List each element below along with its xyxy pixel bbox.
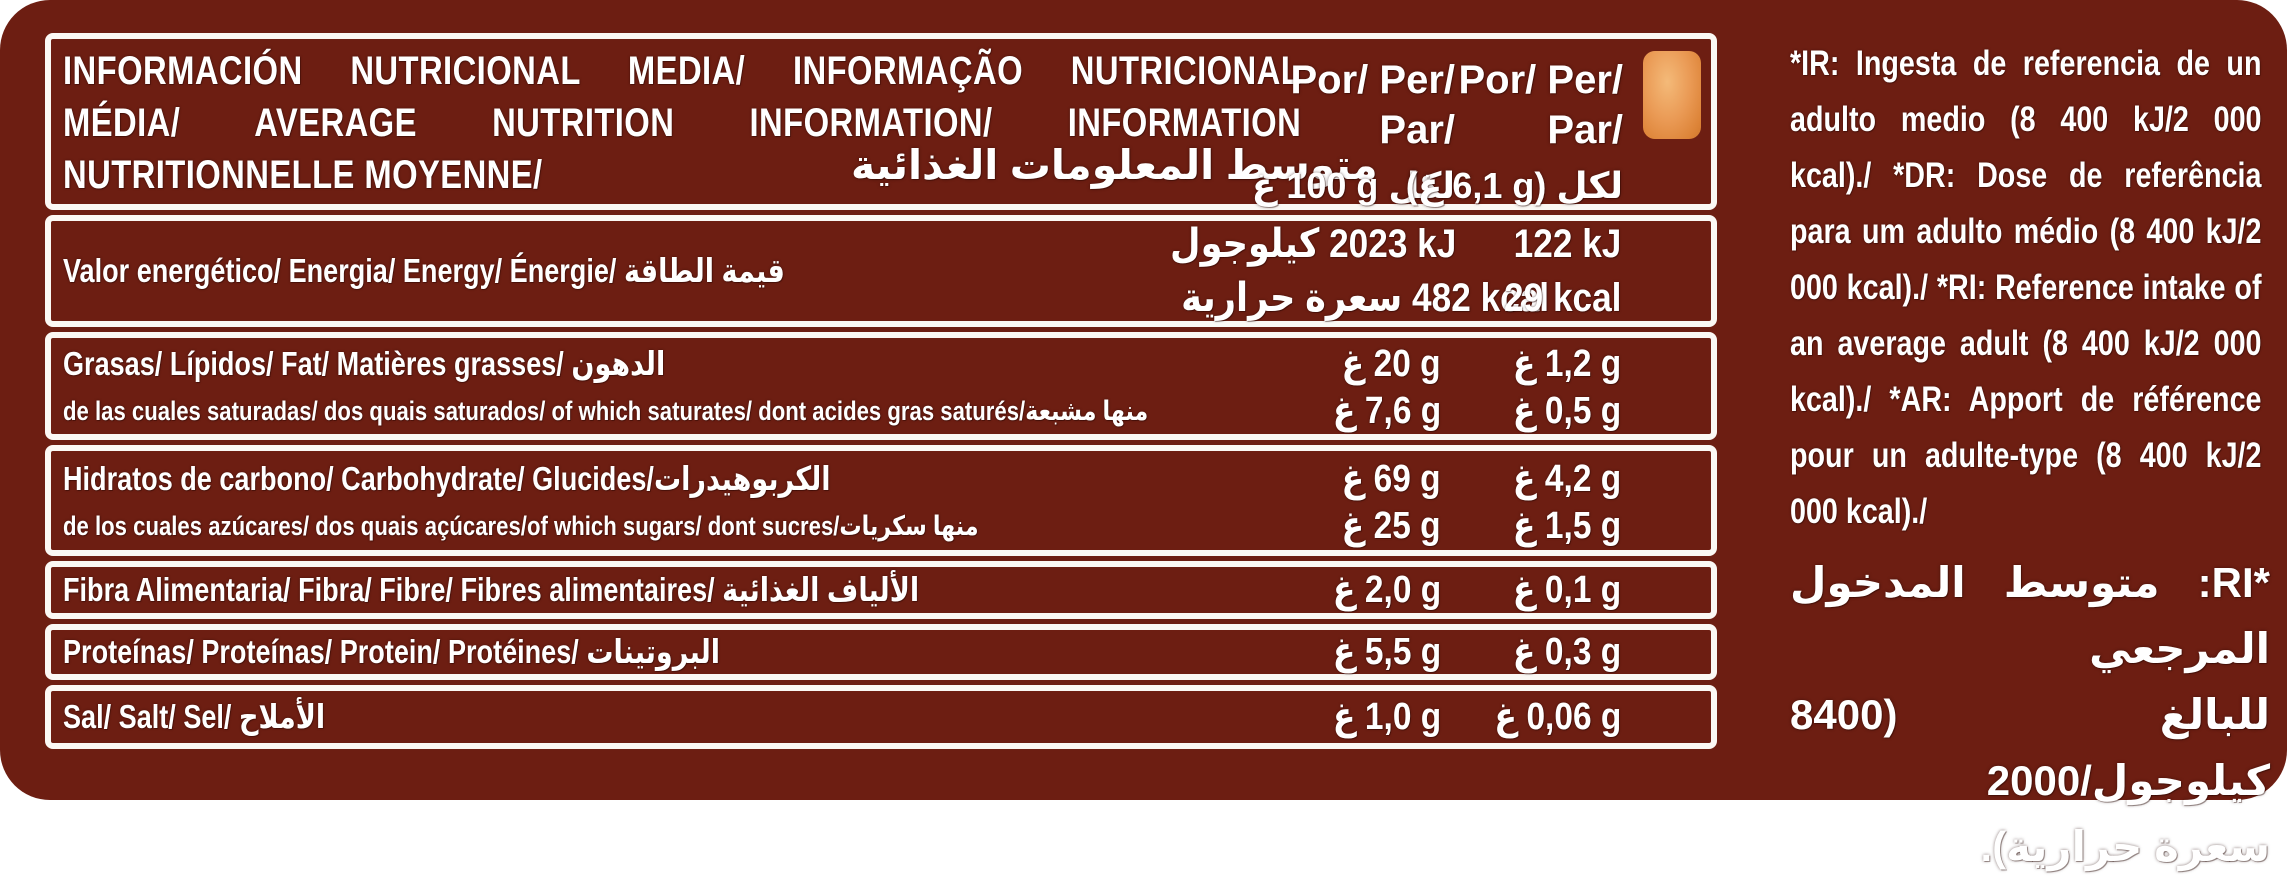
column-header-per-100g: Por/ Per/ Par/ لكل 100 g غ <box>1252 55 1455 211</box>
fat-label-cell: Grasas/ Lípidos/ Fat/ Matières grasses/ … <box>51 339 1148 433</box>
carbohydrate-per100-value: 69 g غ <box>1341 457 1441 500</box>
fibre-per100-cell: 2,0 g غ <box>1131 565 1441 615</box>
table-row-energy: Valor energético/ Energia/ Energy/ Énerg… <box>45 215 1717 327</box>
per100-arabic-prefix: لكل <box>1388 165 1455 206</box>
protein-per100-cell: 5,5 g غ <box>1131 627 1441 677</box>
per100-header-arabic: لكل 100 g غ <box>1252 161 1455 211</box>
table-row-salt: Sal/ Salt/ Sel/ الأملاح 1,0 g غ 0,06 g غ <box>45 685 1717 749</box>
saturates-per100-value: 7,6 g غ <box>1332 390 1441 432</box>
table-title: INFORMACIÓN NUTRICIONAL MEDIA/ INFORMAÇÃ… <box>63 45 1301 201</box>
portion-header-arabic: لكل (6,1 g غ) <box>1406 161 1623 211</box>
portion-amount: 6,1 g <box>1452 165 1535 206</box>
reference-intake-arabic-line1: *RI: متوسط المدخول المرجعي <box>1790 559 2270 672</box>
protein-portion-cell: 0,3 g غ <box>1441 627 1621 677</box>
carbohydrate-label-cell: Hidratos de carbono/ Carbohydrate/ Gluci… <box>51 454 1131 548</box>
energy-per100-kj: 2023 kJ كيلوجول <box>1170 222 1457 266</box>
sugars-portion-value: 1,5 g غ <box>1512 504 1621 547</box>
fat-per100-value: 20 g غ <box>1341 343 1441 385</box>
fibre-portion-value: 0,1 g غ <box>1512 569 1621 611</box>
carbohydrate-label: Hidratos de carbono/ Carbohydrate/ Gluci… <box>63 459 831 497</box>
saturates-portion-value: 0,5 g غ <box>1512 390 1621 432</box>
salt-label-cell: Sal/ Salt/ Sel/ الأملاح <box>51 692 1131 742</box>
carbohydrate-per100-cell: 69 g غ 25 g غ <box>1131 454 1441 548</box>
portion-header-line2: Par/ <box>1547 108 1623 152</box>
table-title-line2: MÉDIA/ AVERAGE NUTRITION INFORMATION/ IN… <box>63 101 1302 145</box>
fibre-per100-value: 2,0 g غ <box>1332 569 1441 611</box>
energy-label: Valor energético/ Energia/ Energy/ Énerg… <box>63 252 785 289</box>
protein-label: Proteínas/ Proteínas/ Protein/ Protéines… <box>63 633 721 670</box>
reference-intake-arabic: *RI: متوسط المدخول المرجعي للبالغ (8400 … <box>1790 550 2270 880</box>
carbohydrate-portion-cell: 4,2 g غ 1,5 g غ <box>1441 454 1621 548</box>
fibre-portion-cell: 0,1 g غ <box>1441 565 1621 615</box>
fat-label: Grasas/ Lípidos/ Fat/ Matières grasses/ … <box>63 345 666 382</box>
fibre-label: Fibra Alimentaria/ Fibra/ Fibre/ Fibres … <box>63 571 920 608</box>
nutrition-table: INFORMACIÓN NUTRICIONAL MEDIA/ INFORMAÇÃ… <box>45 33 1717 754</box>
fat-portion-cell: 1,2 g غ 0,5 g غ <box>1441 339 1621 433</box>
salt-label: Sal/ Salt/ Sel/ الأملاح <box>63 698 326 735</box>
per100-header-line2: Par/ <box>1379 108 1455 152</box>
salt-portion-cell: 0,06 g غ <box>1441 692 1621 742</box>
energy-per100-kcal: 482 kcal سعرة حرارية <box>1181 276 1550 320</box>
sugars-label: de los cuales azúcares/ dos quais açúcar… <box>63 510 979 541</box>
fibre-label-cell: Fibra Alimentaria/ Fibra/ Fibre/ Fibres … <box>51 565 1131 615</box>
portion-arabic-prefix: لكل ( <box>1534 165 1623 206</box>
protein-per100-value: 5,5 g غ <box>1332 631 1441 673</box>
portion-arabic-unit: غ) <box>1405 165 1443 206</box>
table-header-row: INFORMACIÓN NUTRICIONAL MEDIA/ INFORMAÇÃ… <box>45 33 1717 210</box>
table-row-fat: Grasas/ Lípidos/ Fat/ Matières grasses/ … <box>45 332 1717 440</box>
table-title-arabic: متوسط المعلومات الغذائية <box>851 142 1378 188</box>
table-title-line1: INFORMACIÓN NUTRICIONAL MEDIA/ INFORMAÇÃ… <box>63 49 1302 93</box>
table-row-protein: Proteínas/ Proteínas/ Protein/ Protéines… <box>45 624 1717 680</box>
energy-label-cell: Valor energético/ Energia/ Energy/ Énerg… <box>51 246 1131 296</box>
fat-per100-cell: 20 g غ 7,6 g غ <box>1131 339 1441 433</box>
salt-per100-cell: 1,0 g غ <box>1131 692 1441 742</box>
protein-label-cell: Proteínas/ Proteínas/ Protein/ Protéines… <box>51 627 1131 677</box>
saturates-label: de las cuales saturadas/ dos quais satur… <box>63 396 1149 426</box>
per100-amount: 100 g <box>1286 165 1379 206</box>
fat-portion-value: 1,2 g غ <box>1512 343 1621 385</box>
per100-header-line1: Por/ Per/ <box>1290 58 1455 102</box>
reference-intake-latin: *IR: Ingesta de referencia de un adulto … <box>1790 44 2262 531</box>
table-row-fibre: Fibra Alimentaria/ Fibra/ Fibre/ Fibres … <box>45 561 1717 619</box>
energy-per100-cell: 2023 kJ كيلوجول 482 kcal سعرة حرارية <box>1131 217 1549 325</box>
per100-arabic-unit: غ <box>1251 165 1277 206</box>
energy-portion-cell: 122 kJ 29 kcal <box>1441 217 1621 325</box>
salt-per100-value: 1,0 g غ <box>1332 696 1441 738</box>
table-title-line3: NUTRITIONNELLE MOYENNE/ <box>63 153 543 197</box>
energy-portion-kj: 122 kJ <box>1513 222 1621 266</box>
reference-intake-arabic-line2: للبالغ (8400 كيلوجول/2000 <box>1790 691 2270 804</box>
sugars-per100-value: 25 g غ <box>1341 504 1441 547</box>
portion-header-line1: Por/ Per/ <box>1458 58 1623 102</box>
energy-portion-kcal: 29 kcal <box>1503 276 1621 320</box>
salt-portion-value: 0,06 g غ <box>1494 696 1621 738</box>
reference-intake-arabic-line3: سعرة حرارية). <box>1980 823 2270 870</box>
table-row-carbohydrate: Hidratos de carbono/ Carbohydrate/ Gluci… <box>45 445 1717 556</box>
column-header-per-portion: Por/ Per/ Par/ لكل (6,1 g غ) <box>1406 55 1623 211</box>
biscuit-icon <box>1643 51 1701 139</box>
carbohydrate-portion-value: 4,2 g غ <box>1512 457 1621 500</box>
reference-intake-footnote: *IR: Ingesta de referencia de un adulto … <box>1790 36 2270 880</box>
protein-portion-value: 0,3 g غ <box>1512 631 1621 673</box>
